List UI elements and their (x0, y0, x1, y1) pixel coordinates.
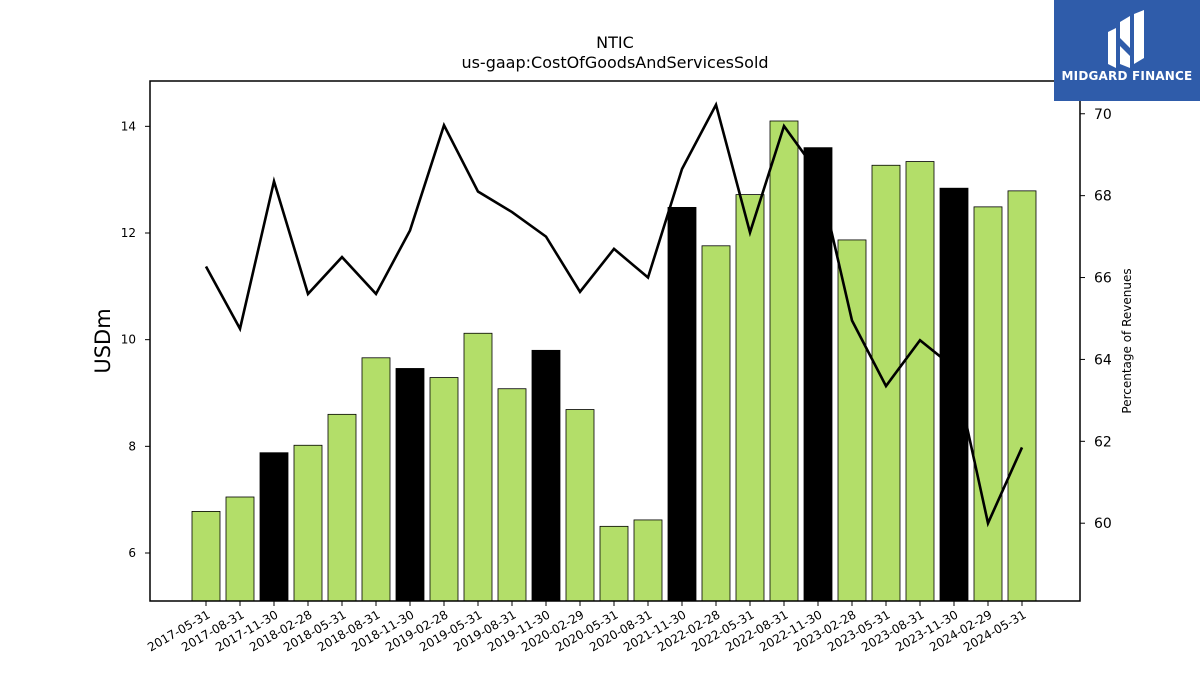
bar-2017-11-30 (259, 452, 289, 602)
bar-2019-08-31 (497, 388, 527, 602)
bar-2017-08-31 (225, 496, 255, 602)
bar-series (191, 120, 1037, 602)
y2-tick-label: 66 (1094, 271, 1112, 287)
bar-2020-08-31 (633, 519, 663, 602)
bar-2020-05-31 (599, 525, 629, 602)
bar-2022-11-30 (803, 147, 833, 602)
y-tick-label: 12 (121, 226, 136, 240)
bar-2019-05-31 (463, 332, 493, 602)
y2-tick-label: 60 (1094, 516, 1112, 532)
bar-2018-02-28 (293, 444, 323, 602)
plot-frame (149, 80, 1081, 602)
bar-2017-05-31 (191, 510, 221, 602)
chart-subtitle: us-gaap:CostOfGoodsAndServicesSold (461, 53, 768, 72)
bar-2019-02-28 (429, 377, 459, 602)
bar-2018-11-30 (395, 368, 425, 602)
bar-2019-11-30 (531, 349, 561, 602)
y2-tick-label: 70 (1094, 107, 1112, 123)
bar-2023-11-30 (939, 187, 969, 602)
bar-2023-05-31 (871, 164, 901, 602)
bar-2022-05-31 (735, 194, 765, 602)
y-axis-label: USDm (91, 308, 115, 373)
midgard-logo-icon (1108, 10, 1144, 68)
bar-2024-02-29 (973, 206, 1003, 602)
y2-tick-label: 64 (1094, 352, 1112, 368)
bar-2022-02-28 (701, 245, 731, 602)
line-series (204, 101, 1024, 528)
bar-2018-08-31 (361, 357, 391, 602)
bar-2018-05-31 (327, 413, 357, 602)
brand-logo: MIDGARD FINANCE (1054, 0, 1200, 101)
x-axis: 2017-05-312017-08-312017-11-302018-02-28… (145, 601, 1029, 654)
y-axis-right: 60 62 64 66 68 70 (1080, 107, 1112, 532)
brand-name: MIDGARD FINANCE (1061, 69, 1193, 83)
bar-2020-02-29 (565, 409, 595, 602)
y-tick-label: 6 (128, 546, 136, 560)
y-tick-label: 14 (121, 119, 136, 133)
y-axis-left: 6 8 10 12 14 (121, 119, 150, 560)
bar-2021-11-30 (667, 206, 697, 602)
y2-tick-label: 62 (1094, 434, 1112, 450)
y-axis-right-label: Percentage of Revenues (1120, 268, 1134, 413)
bar-2022-08-31 (769, 120, 799, 602)
bar-2023-08-31 (905, 161, 935, 602)
chart-title: NTIC (596, 33, 634, 52)
bar-2023-02-28 (837, 239, 867, 602)
y-tick-label: 10 (121, 333, 136, 347)
y-tick-label: 8 (128, 439, 136, 453)
y2-tick-label: 68 (1094, 189, 1112, 205)
bar-2024-05-31 (1007, 190, 1037, 602)
